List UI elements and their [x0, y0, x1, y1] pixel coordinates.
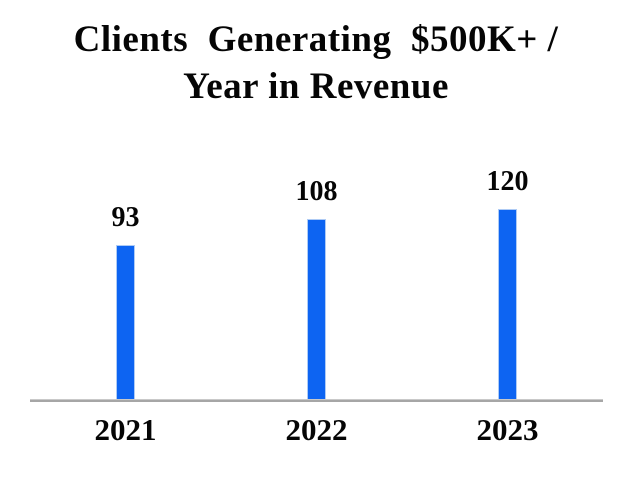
bar-value-label: 93 — [111, 202, 140, 233]
bar-column-2021: 93 — [30, 166, 221, 400]
x-axis-label-2021: 2021 — [94, 412, 157, 447]
x-axis-line — [30, 399, 603, 402]
x-axis-label-2023: 2023 — [476, 412, 539, 447]
bar-chart-plot-area: 93 108 120 — [30, 166, 603, 400]
bar-column-2023: 120 — [412, 166, 603, 400]
bar-value-label: 120 — [486, 166, 529, 197]
x-axis-category-labels: 2021 2022 2023 — [30, 412, 603, 448]
bar-2021 — [116, 245, 135, 400]
chart-title: Clients Generating $500K+ / Year in Reve… — [0, 16, 632, 110]
bar-2023 — [498, 209, 517, 400]
bar-column-2022: 108 — [221, 166, 412, 400]
bar-2022 — [307, 219, 326, 400]
x-axis-label-2022: 2022 — [285, 412, 348, 447]
bar-value-label: 108 — [295, 176, 338, 207]
chart-title-line-2: Year in Revenue — [183, 66, 449, 107]
chart-title-line-1: Clients Generating $500K+ / — [73, 19, 559, 60]
